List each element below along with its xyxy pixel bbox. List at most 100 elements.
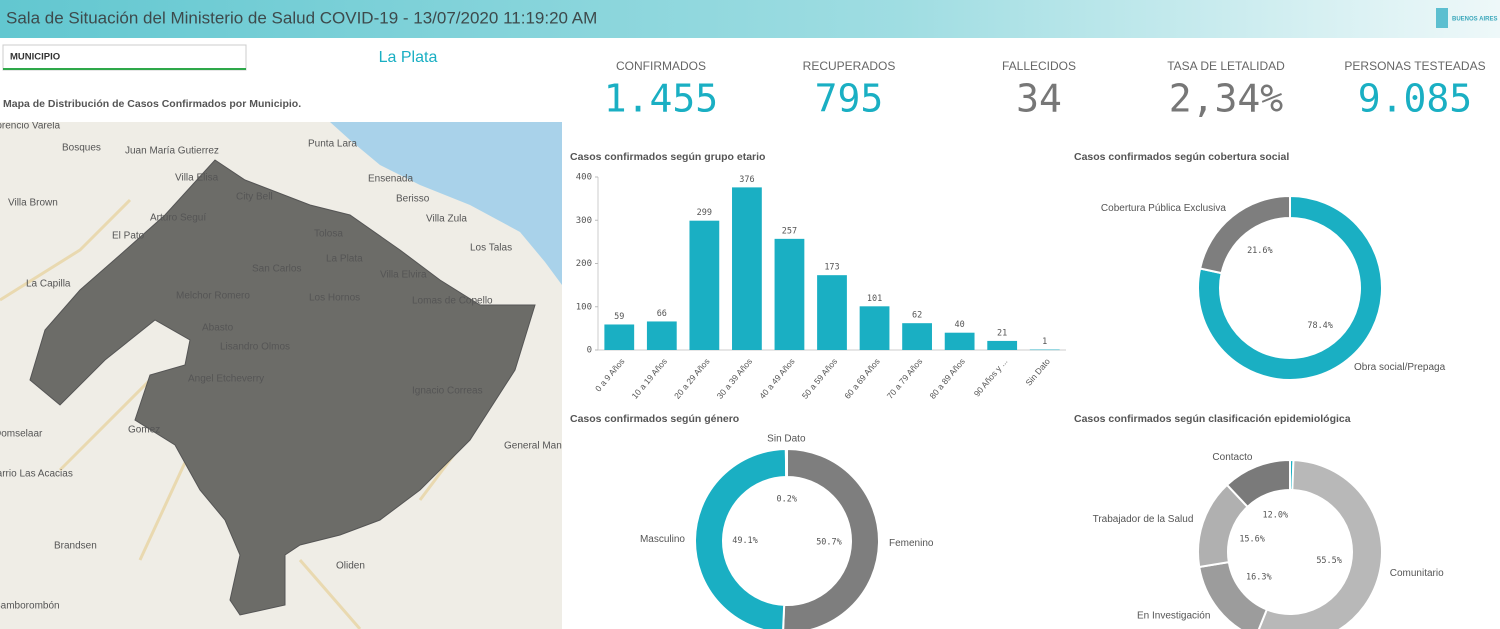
map-place: Gomez: [128, 425, 160, 436]
bar-value-label: 1: [1042, 337, 1047, 347]
chart-title: Casos confirmados según cobertura social: [1074, 151, 1289, 163]
bar-value-label: 257: [782, 226, 797, 236]
map-place: Brandsen: [54, 541, 97, 552]
slice-value-label: 16.3%: [1246, 573, 1272, 583]
logo-text: BUENOS AIRES: [1452, 17, 1497, 23]
map-place: Lisandro Olmos: [220, 342, 290, 353]
map-place: El Pato: [112, 231, 145, 242]
bar-value-label: 101: [867, 294, 882, 304]
map-place: Villa Brown: [8, 198, 58, 209]
bar: [732, 187, 762, 350]
slice-category-label: Obra social/Prepaga: [1354, 362, 1446, 373]
x-tick-label: 40 a 49 Años: [757, 356, 797, 400]
slice-category-label: Contacto: [1212, 452, 1252, 463]
map-place: Florencio Varela: [0, 121, 61, 132]
slice-value-label: 50.7%: [816, 537, 842, 547]
slice-category-label: Masculino: [640, 534, 685, 545]
map-place: La Capilla: [26, 279, 71, 290]
filter-selected: La Plata: [379, 49, 438, 66]
map-place: La Plata: [326, 254, 363, 265]
chart-title: Casos confirmados según clasificación ep…: [1074, 413, 1351, 425]
bar-value-label: 21: [997, 328, 1007, 338]
donut-slice: [782, 447, 880, 629]
donut-slice: [694, 447, 788, 629]
bar-value-label: 59: [614, 312, 624, 322]
bar: [604, 324, 635, 350]
map-place: San Carlos: [252, 264, 301, 275]
kpi-value: 9.085: [1358, 77, 1472, 121]
filter-bar: [3, 68, 246, 70]
y-tick-label: 400: [576, 173, 592, 183]
donut-slice: [1198, 194, 1291, 275]
bar: [987, 340, 1018, 350]
map-place: Bosques: [62, 143, 101, 154]
chart-title: Casos confirmados según género: [570, 413, 739, 425]
map-roads: [0, 198, 482, 629]
filter-label: MUNICIPIO: [10, 52, 60, 63]
y-tick-label: 100: [576, 302, 592, 312]
map-place: Angel Etcheverry: [188, 374, 264, 385]
slice-category-label: Trabajador de la Salud: [1093, 514, 1194, 525]
bar: [774, 238, 805, 350]
y-tick-label: 300: [576, 216, 592, 226]
map-place: Samborombón: [0, 601, 60, 612]
kpi-label: RECUPERADOS: [803, 59, 896, 73]
bar: [1029, 349, 1060, 351]
logo-icon: [1436, 8, 1448, 28]
bar: [689, 220, 720, 350]
slice-value-label: 12.0%: [1262, 510, 1288, 520]
map-place: Villa Zula: [426, 214, 467, 225]
x-tick-label: 20 a 29 Años: [672, 356, 712, 400]
map-place: Los Hornos: [309, 293, 360, 304]
slice-category-label: Sin Dato: [767, 434, 806, 445]
chart-title: Casos confirmados según grupo etario: [570, 151, 765, 163]
map-place: General Mansilla: [504, 441, 579, 452]
kpi-value: 795: [815, 77, 884, 121]
map-place: Villa Elisa: [175, 173, 219, 184]
map-water: [330, 122, 562, 285]
bar: [859, 306, 890, 350]
slice-category-label: En Investigación: [1137, 610, 1210, 621]
bar: [646, 321, 677, 350]
map-place: Villa Elvira: [380, 270, 427, 281]
kpi-label: FALLECIDOS: [1002, 59, 1076, 73]
y-tick-label: 0: [587, 346, 592, 356]
x-tick-label: 70 a 79 Años: [885, 356, 925, 400]
map-place: Oliden: [336, 561, 365, 572]
x-tick-label: 90 Años y ...: [972, 356, 1010, 398]
map-title: Mapa de Distribución de Casos Confirmado…: [3, 98, 301, 110]
kpi-value: 34: [1016, 77, 1062, 121]
bar-value-label: 173: [824, 263, 839, 273]
filter-box[interactable]: [2, 44, 247, 71]
map-place: Domselaar: [0, 429, 43, 440]
map-place: City Bell: [236, 192, 273, 203]
map-place: Ignacio Correas: [412, 386, 483, 397]
bar-value-label: 299: [697, 208, 712, 218]
slice-category-label: Femenino: [889, 538, 934, 549]
slice-value-label: 55.5%: [1316, 556, 1342, 566]
kpi-value: 1.455: [604, 77, 718, 121]
donut-slice: [784, 447, 788, 479]
slice-value-label: 78.4%: [1307, 321, 1333, 331]
bar: [944, 332, 975, 350]
slice-value-label: 49.1%: [732, 536, 758, 546]
bar-value-label: 40: [955, 320, 965, 330]
map-place: Tolosa: [314, 229, 343, 240]
x-tick-label: 30 a 39 Años: [715, 356, 755, 400]
kpi-label: CONFIRMADOS: [616, 59, 706, 73]
bar-value-label: 62: [912, 311, 922, 321]
kpi-value: 2,34%: [1169, 77, 1284, 121]
bar: [817, 275, 847, 350]
map-place: Berisso: [396, 194, 430, 205]
map-place: Punta Lara: [308, 139, 357, 150]
slice-value-label: 0.2%: [776, 495, 796, 505]
slice-value-label: 15.6%: [1239, 535, 1265, 545]
map-place: Arturo Seguí: [150, 213, 206, 224]
x-tick-label: 10 a 19 Años: [630, 356, 670, 400]
bar-value-label: 376: [739, 175, 754, 185]
map-place: Ensenada: [368, 174, 413, 185]
x-tick-label: 60 a 69 Años: [842, 356, 882, 400]
